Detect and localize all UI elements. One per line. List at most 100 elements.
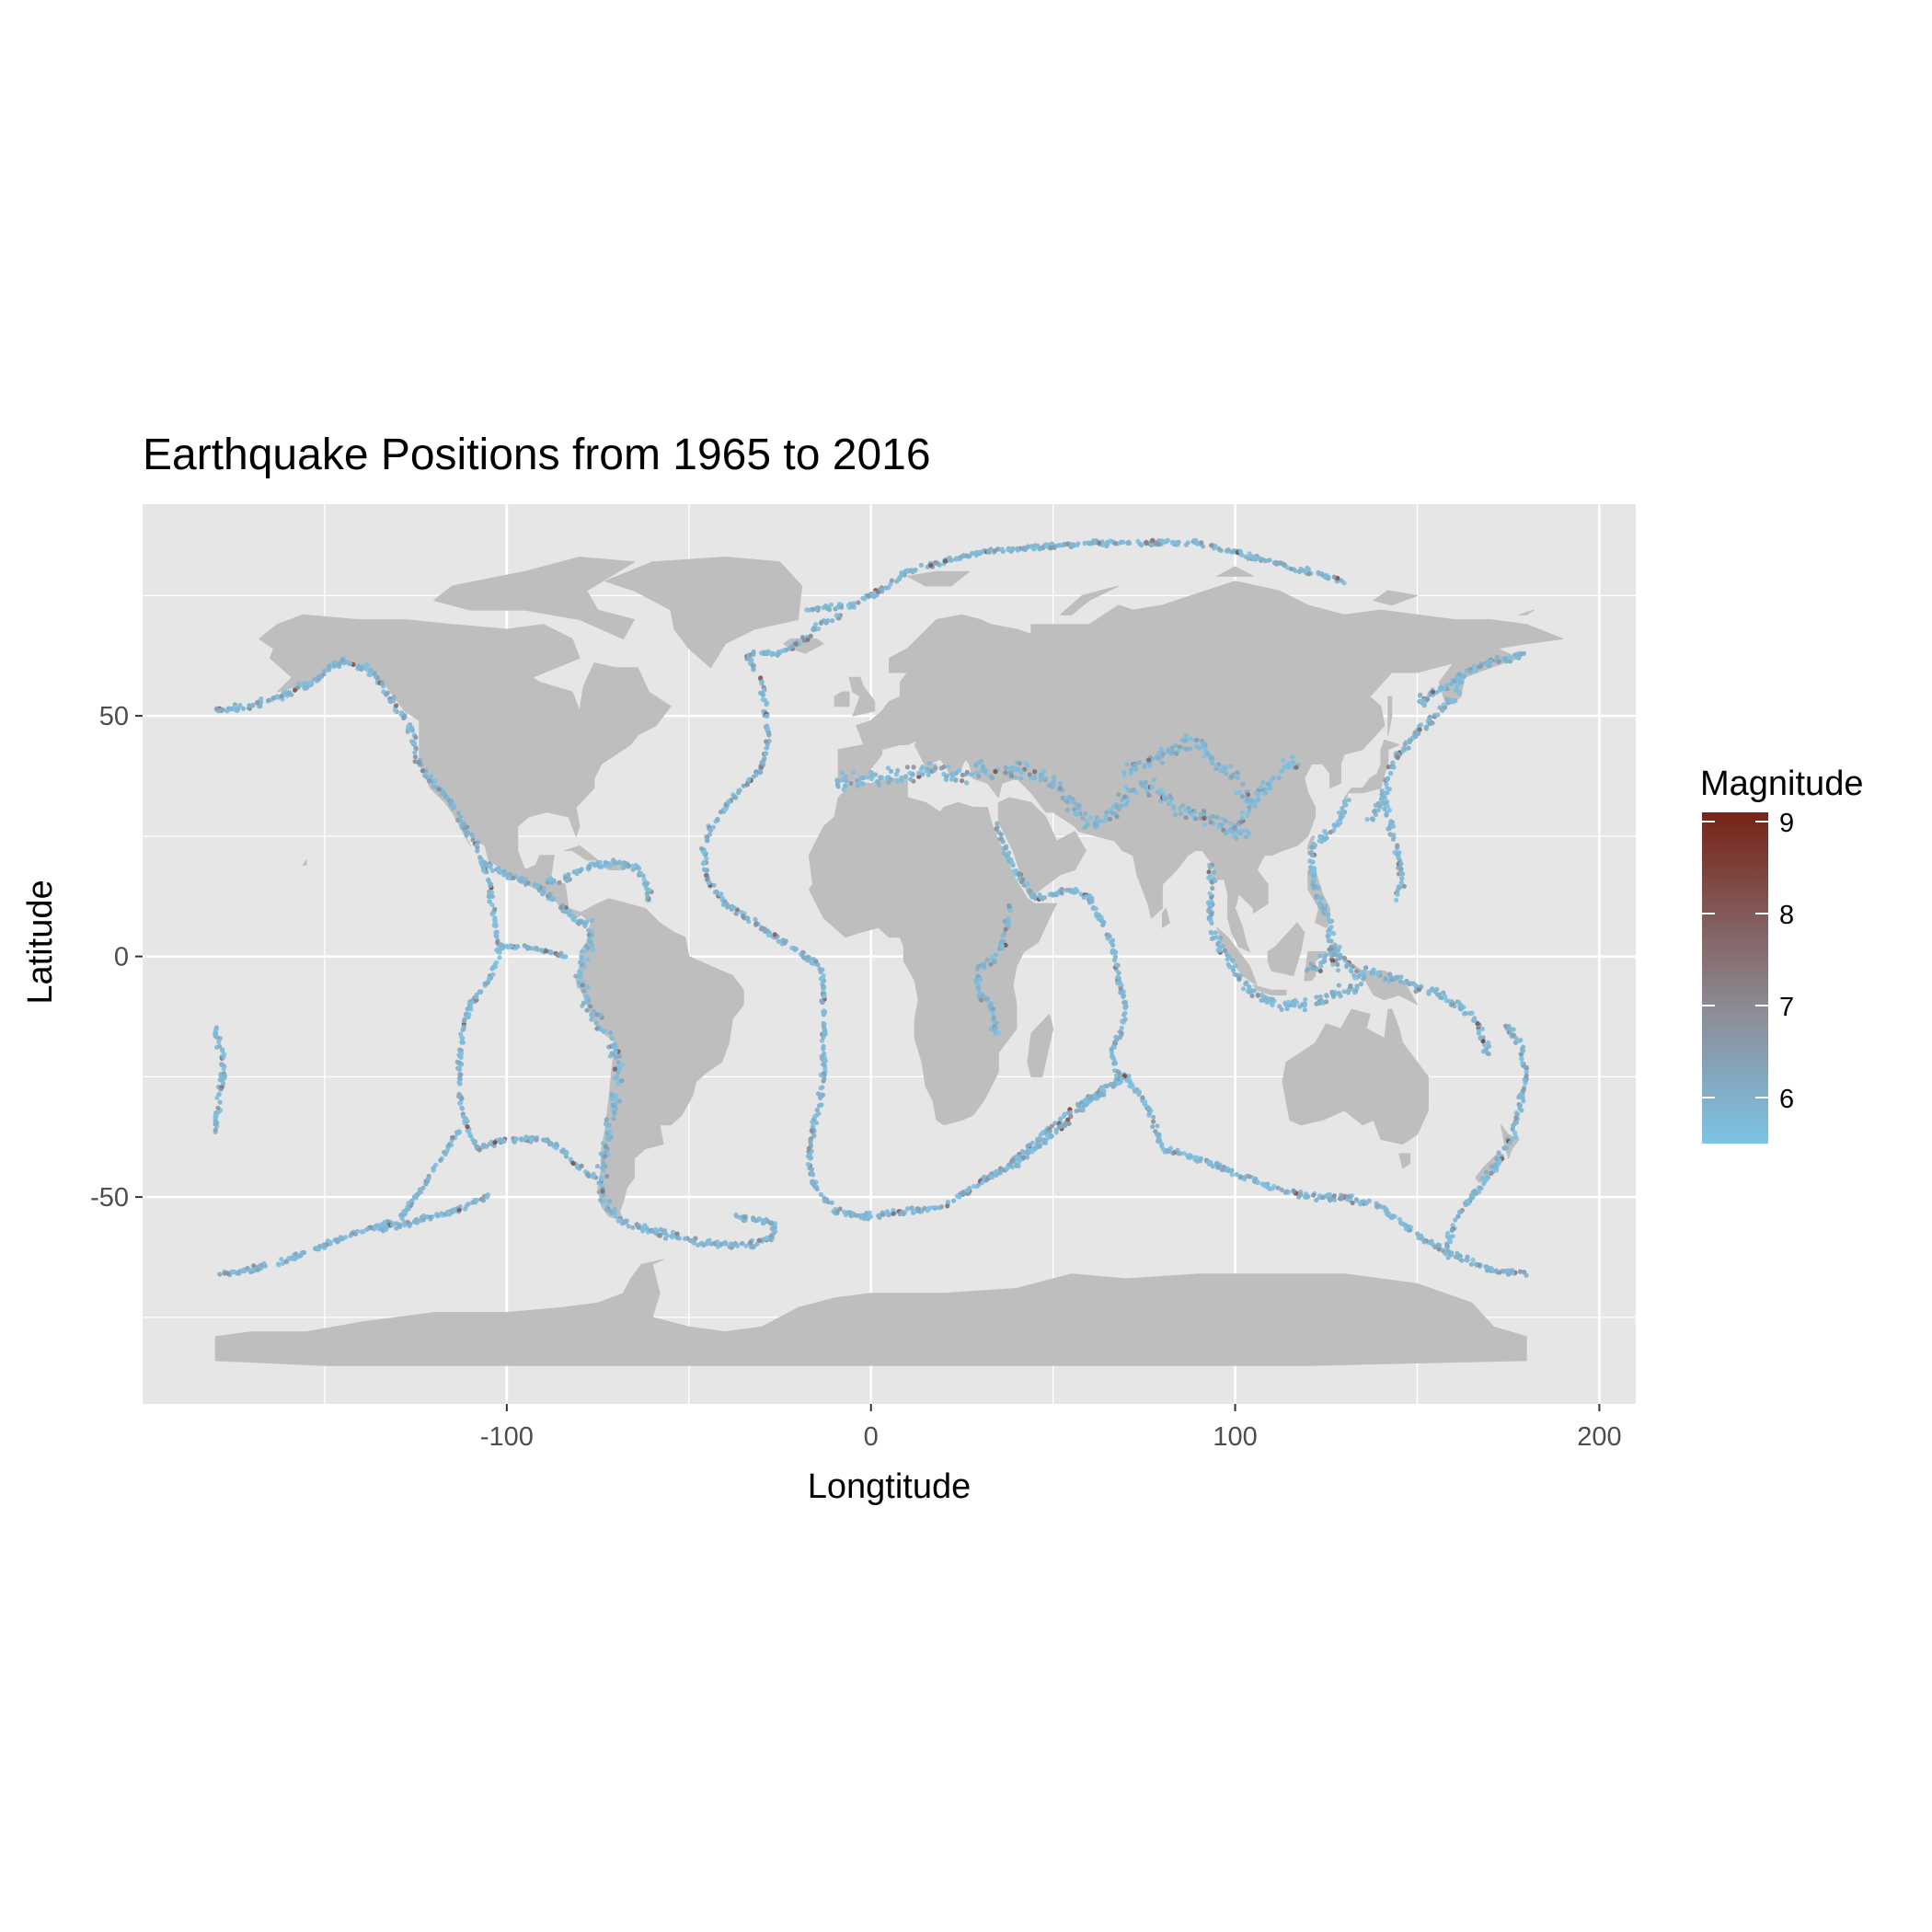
earthquake-point [644, 886, 650, 891]
land-north-america [259, 614, 672, 919]
earthquake-point [845, 603, 852, 608]
earthquake-point [1308, 961, 1314, 967]
earthquake-point [1218, 935, 1224, 941]
earthquake-point [1122, 802, 1129, 808]
earthquake-point [594, 1026, 600, 1031]
earthquake-point [1213, 544, 1218, 549]
earthquake-point [1400, 749, 1406, 754]
x-axis-title: Longtitude [808, 1467, 972, 1506]
earthquake-point [1341, 989, 1347, 995]
earthquake-point [744, 915, 751, 921]
earthquake-point [590, 1174, 596, 1179]
earthquake-point [432, 778, 438, 784]
land-wrangel [1518, 609, 1535, 615]
earthquake-point [1239, 552, 1245, 558]
earthquake-point [380, 681, 385, 686]
earthquake-point [614, 1075, 620, 1080]
earthquake-point [1003, 926, 1008, 932]
earthquake-point [658, 1226, 664, 1232]
earthquake-point [577, 969, 582, 974]
earthquake-point [1267, 1186, 1272, 1191]
earthquake-point [848, 781, 854, 787]
earthquake-point [528, 1137, 535, 1143]
earthquake-point [1218, 1165, 1224, 1170]
earthquake-point [1493, 658, 1499, 664]
earthquake-point [1008, 859, 1014, 865]
earthquake-point [1340, 810, 1345, 815]
earthquake-point [1103, 818, 1109, 823]
earthquake-point [1112, 541, 1118, 546]
earthquake-point [1277, 1004, 1282, 1009]
earthquake-point [1267, 786, 1272, 791]
earthquake-point [339, 657, 345, 662]
earthquake-point [361, 1229, 366, 1235]
earthquake-point [613, 1045, 618, 1051]
earthquake-point [1172, 1150, 1178, 1156]
earthquake-point [594, 1164, 601, 1169]
earthquake-point [1202, 809, 1207, 814]
earthquake-point [213, 1127, 218, 1133]
earthquake-point [822, 1058, 828, 1064]
earthquake-point [368, 667, 374, 673]
earthquake-point [1068, 887, 1074, 893]
earthquake-point [401, 715, 407, 721]
earthquake-point [321, 668, 327, 674]
earthquake-point [1127, 1077, 1133, 1083]
earthquake-point [630, 867, 636, 872]
earthquake-point [1496, 1150, 1501, 1156]
earthquake-point [792, 947, 798, 952]
earthquake-point [1018, 776, 1024, 781]
earthquake-point [1465, 1254, 1470, 1259]
earthquake-point [1104, 810, 1110, 815]
earthquake-point [1194, 737, 1200, 742]
earthquake-point [1119, 1030, 1124, 1036]
earthquake-point [1481, 1181, 1487, 1187]
earthquake-point [1383, 976, 1388, 982]
earthquake-point [615, 1060, 621, 1065]
earthquake-point [1031, 775, 1037, 781]
earthquake-point [607, 1128, 613, 1134]
earthquake-point [443, 1150, 448, 1156]
earthquake-point [1518, 1092, 1524, 1098]
land-cuba [564, 845, 599, 861]
earthquake-point [218, 1073, 224, 1078]
earthquake-point [995, 821, 1000, 826]
earthquake-point [585, 983, 591, 990]
earthquake-point [1317, 838, 1322, 844]
earthquake-point [765, 932, 772, 938]
earthquake-point [835, 784, 841, 789]
earthquake-point [814, 1186, 820, 1192]
earthquake-point [406, 1206, 411, 1212]
earthquake-point [408, 727, 413, 732]
earthquake-point [1513, 1035, 1519, 1041]
earthquake-point [1058, 1124, 1064, 1130]
earthquake-point [1223, 818, 1228, 824]
earthquake-point [1403, 1226, 1409, 1232]
earthquake-point [1003, 770, 1008, 776]
land-australia [1282, 1008, 1429, 1145]
earthquake-point [1225, 961, 1231, 967]
earthquake-point [810, 1120, 815, 1125]
earthquake-point [214, 706, 220, 711]
earthquake-point [589, 1017, 594, 1022]
earthquake-point [1160, 752, 1166, 757]
earthquake-point [1253, 790, 1259, 796]
earthquake-point [1241, 986, 1247, 992]
earthquake-point [463, 1117, 468, 1122]
earthquake-point [367, 672, 374, 678]
land-novaya-zemlya [1060, 585, 1120, 615]
earthquake-point [1212, 869, 1217, 875]
earthquake-point [1016, 1163, 1021, 1169]
earthquake-point [1089, 895, 1095, 901]
earthquake-point [1094, 911, 1099, 916]
earthquake-point [1335, 968, 1341, 973]
earthquake-point [1180, 738, 1186, 743]
earthquake-point [1213, 1161, 1219, 1167]
earthquake-point [1005, 1166, 1010, 1171]
earthquake-point [392, 707, 397, 713]
earthquake-point [493, 929, 499, 935]
earthquake-point [489, 903, 495, 908]
earthquake-point [704, 856, 709, 861]
earthquake-point [718, 810, 724, 815]
